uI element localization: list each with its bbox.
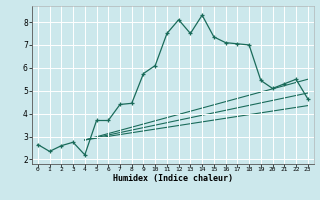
X-axis label: Humidex (Indice chaleur): Humidex (Indice chaleur) bbox=[113, 174, 233, 183]
